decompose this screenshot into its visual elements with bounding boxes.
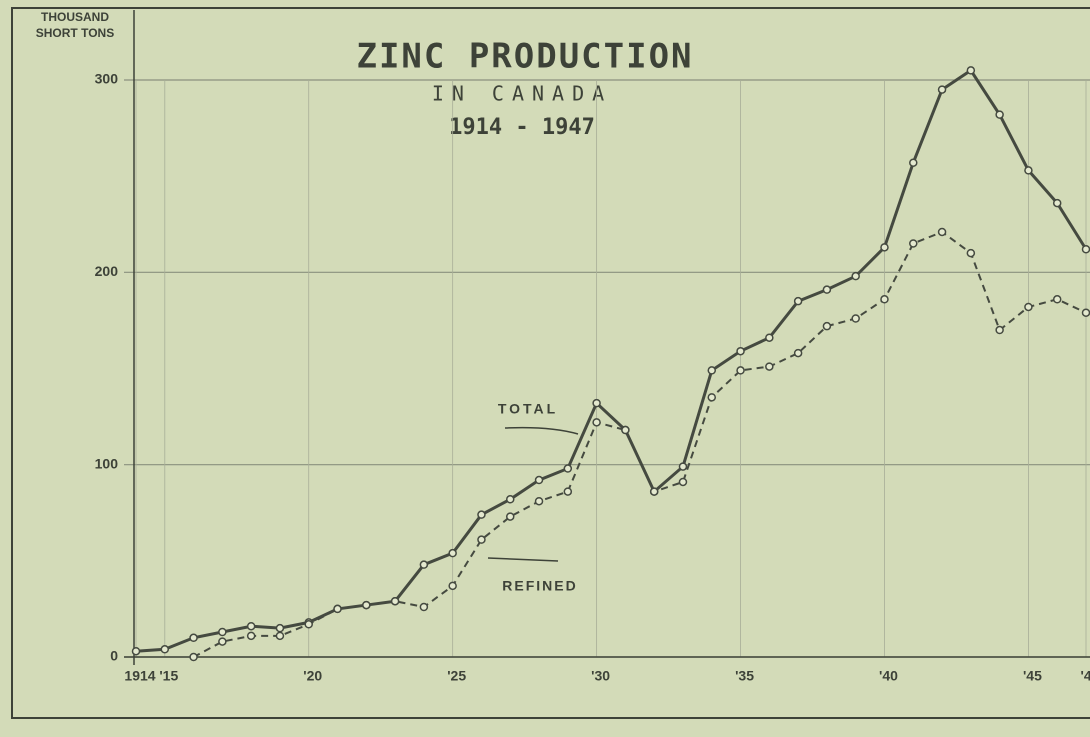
data-point bbox=[851, 271, 860, 281]
series-line bbox=[193, 230, 1087, 658]
data-point bbox=[448, 581, 457, 591]
data-point bbox=[362, 600, 371, 610]
y-tick-label: 200 bbox=[95, 263, 119, 279]
data-point bbox=[793, 296, 803, 306]
frame bbox=[11, 7, 1090, 719]
x-tick-label: '47 bbox=[1081, 668, 1090, 684]
data-point bbox=[736, 366, 745, 375]
data-point bbox=[937, 85, 947, 94]
data-point bbox=[563, 487, 573, 496]
data-point bbox=[189, 633, 198, 643]
data-point bbox=[592, 418, 601, 427]
data-point bbox=[419, 560, 429, 569]
data-point bbox=[160, 645, 170, 654]
data-point bbox=[534, 475, 544, 485]
y-axis-label: THOUSAND bbox=[41, 10, 109, 24]
data-point bbox=[995, 110, 1004, 119]
x-tick-label: '40 bbox=[879, 668, 898, 684]
data-point bbox=[649, 487, 659, 496]
data-point bbox=[880, 243, 889, 252]
data-point bbox=[822, 285, 832, 294]
data-point bbox=[246, 631, 256, 641]
x-tick-label: '30 bbox=[591, 668, 610, 684]
data-point bbox=[592, 398, 601, 408]
data-point bbox=[966, 248, 976, 258]
data-point bbox=[275, 631, 285, 641]
data-point bbox=[909, 158, 918, 167]
y-tick-label: 100 bbox=[95, 455, 119, 471]
data-point bbox=[678, 462, 688, 471]
data-point bbox=[419, 602, 429, 612]
data-point bbox=[1081, 245, 1090, 254]
data-point bbox=[1052, 295, 1062, 304]
data-point bbox=[131, 646, 141, 656]
chart-subtitle: IN CANADA bbox=[432, 82, 612, 106]
data-point bbox=[218, 637, 227, 646]
data-point bbox=[1052, 198, 1062, 208]
data-point bbox=[765, 333, 774, 342]
data-point bbox=[707, 393, 717, 402]
data-point bbox=[822, 321, 832, 331]
data-point bbox=[448, 548, 457, 558]
data-point bbox=[678, 477, 688, 487]
data-point bbox=[563, 464, 573, 473]
data-point bbox=[218, 627, 227, 637]
series-label: TOTAL bbox=[498, 401, 558, 417]
x-tick-label: '45 bbox=[1023, 668, 1042, 684]
data-point bbox=[851, 314, 860, 323]
data-point bbox=[1024, 302, 1033, 312]
x-tick-label: 1914 bbox=[124, 668, 155, 684]
data-point bbox=[1024, 166, 1033, 175]
x-tick-label: '35 bbox=[735, 668, 754, 684]
data-point bbox=[477, 535, 486, 544]
data-point bbox=[189, 652, 198, 662]
annotation-arrow bbox=[487, 557, 559, 562]
data-point bbox=[534, 496, 544, 506]
data-point bbox=[275, 623, 285, 633]
x-tick-label: '15 bbox=[159, 668, 178, 684]
data-point bbox=[505, 512, 515, 521]
data-point bbox=[304, 620, 313, 629]
x-tick-label: '20 bbox=[303, 668, 322, 684]
data-point bbox=[1081, 308, 1090, 317]
y-tick-label: 0 bbox=[110, 648, 118, 664]
x-tick-label: '25 bbox=[447, 668, 466, 684]
chart-period: 1914 - 1947 bbox=[449, 115, 595, 140]
data-point bbox=[736, 346, 745, 356]
data-point bbox=[909, 239, 918, 248]
data-point bbox=[937, 227, 947, 237]
data-point bbox=[505, 495, 515, 504]
y-axis-label: SHORT TONS bbox=[36, 26, 114, 40]
series-label: REFINED bbox=[502, 578, 577, 594]
series-line bbox=[135, 68, 1088, 653]
data-point bbox=[333, 604, 342, 614]
data-point bbox=[390, 596, 400, 606]
annotation-arrow bbox=[504, 426, 579, 435]
data-point bbox=[765, 362, 774, 371]
data-point bbox=[246, 621, 256, 631]
data-point bbox=[880, 295, 889, 304]
data-point bbox=[966, 66, 976, 75]
y-tick-label: 300 bbox=[95, 71, 119, 87]
data-point bbox=[707, 366, 717, 375]
data-point bbox=[621, 425, 630, 435]
data-point bbox=[477, 510, 486, 519]
data-point bbox=[995, 325, 1004, 335]
chart-title: ZINC PRODUCTION bbox=[356, 37, 693, 77]
data-point bbox=[793, 348, 803, 358]
